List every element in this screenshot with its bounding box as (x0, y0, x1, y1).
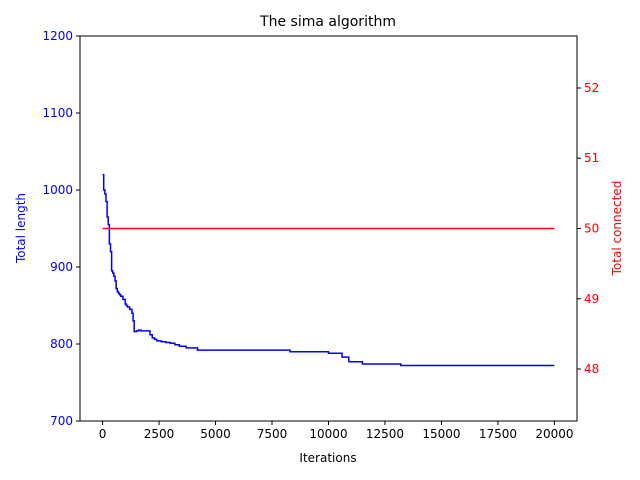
chart-title: The sima algorithm (259, 14, 396, 30)
y-left-tick-label: 800 (50, 337, 73, 351)
x-tick-label: 0 (99, 427, 107, 441)
x-tick-label: 7500 (257, 427, 288, 441)
y-right-tick-label: 49 (584, 292, 599, 306)
y-left-tick-label: 1200 (42, 29, 73, 43)
x-tick-label: 2500 (144, 427, 175, 441)
x-tick-label: 17500 (479, 427, 517, 441)
y-right-tick-label: 52 (584, 81, 599, 95)
x-tick-label: 20000 (535, 427, 573, 441)
plot-area (79, 35, 578, 422)
x-tick-label: 12500 (366, 427, 404, 441)
y-axis-right-label: Total connected (610, 181, 624, 277)
y-left-tick-label: 1100 (42, 106, 73, 120)
y-right-tick-label: 51 (584, 151, 599, 165)
x-axis-label: Iterations (299, 451, 356, 465)
y-left-tick-label: 900 (50, 260, 73, 274)
x-tick-label: 10000 (309, 427, 347, 441)
y-left-tick-label: 1000 (42, 183, 73, 197)
y-axis-left: 700 800 900 1000 1100 1200 (42, 29, 80, 428)
series-line-left (102, 173, 555, 367)
x-tick-label: 5000 (200, 427, 231, 441)
y-right-tick-label: 48 (584, 362, 599, 376)
x-tick-label: 15000 (422, 427, 460, 441)
y-right-tick-label: 50 (584, 222, 599, 236)
y-axis-left-label: Total length (14, 193, 28, 264)
y-axis-right: 48 49 50 51 52 (577, 81, 599, 376)
y-left-tick-label: 700 (50, 414, 73, 428)
x-axis: 0 2500 5000 7500 10000 12500 15000 17500 20000 (99, 421, 574, 441)
